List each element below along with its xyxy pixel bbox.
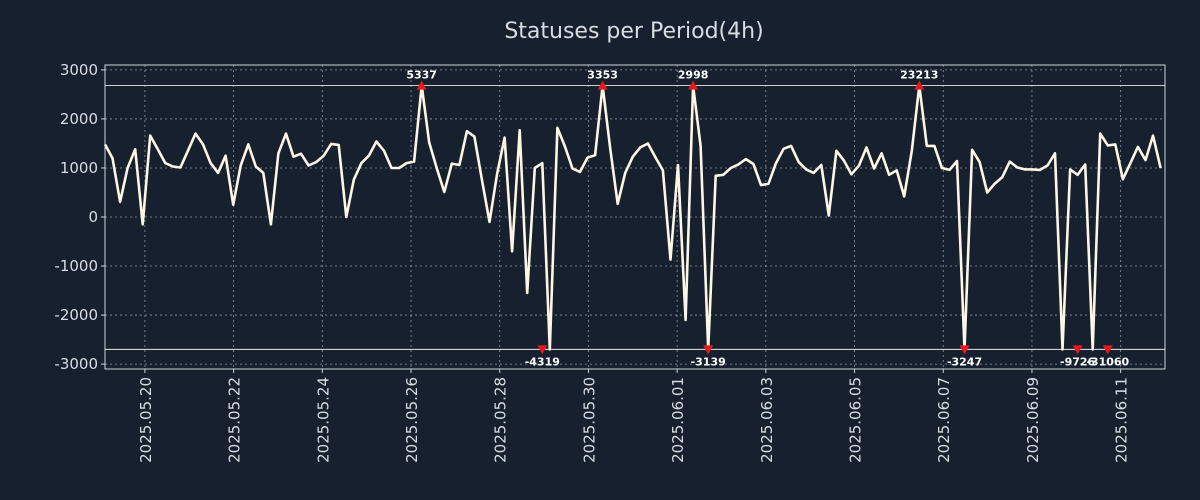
outlier-marker-down — [959, 345, 970, 355]
outlier-marker-down — [703, 345, 714, 355]
outlier-label: 5337 — [406, 69, 437, 82]
outlier-label: -31060 — [1086, 355, 1129, 368]
outlier-marker-up — [688, 80, 699, 90]
x-tick-label: 2025.05.26 — [403, 377, 421, 463]
outlier-label: 2998 — [678, 69, 709, 82]
y-tick-label: -2000 — [54, 306, 98, 324]
chart-title: Statuses per Period(4h) — [504, 19, 763, 44]
x-tick-label: 2025.05.24 — [314, 377, 332, 463]
outlier-marker-down — [1102, 345, 1113, 355]
x-tick-label: 2025.06.05 — [847, 377, 865, 463]
markers — [416, 80, 1113, 355]
outlier-marker-up — [416, 80, 427, 90]
x-tick-label: 2025.05.22 — [226, 377, 244, 463]
series-layer — [103, 84, 1162, 351]
outlier-marker-down — [537, 345, 548, 355]
outlier-label: -3139 — [691, 355, 726, 368]
series-line — [103, 84, 1162, 351]
x-tick-label: 2025.05.28 — [492, 377, 510, 463]
x-tick-label: 2025.06.09 — [1024, 377, 1042, 463]
outlier-label: -9726 — [1060, 355, 1096, 368]
x-tick-label: 2025.06.07 — [935, 377, 953, 463]
y-tick-label: 0 — [88, 208, 98, 226]
outlier-label: -4319 — [525, 355, 560, 368]
clip-lines — [105, 85, 1165, 350]
x-tick-label: 2025.05.30 — [580, 377, 598, 463]
annotations: 5337 3353 2998 23213 -4319 -3139 -3247 -9726-31… — [406, 69, 1129, 369]
outlier-label: -3247 — [947, 355, 982, 368]
grid — [105, 65, 1165, 369]
y-tick-label: 3000 — [60, 61, 98, 79]
outlier-marker-down — [1072, 345, 1083, 355]
axes: 3000 2000 1000 0 -1000 -2000 -3000 2025.05.20 20… — [54, 61, 1130, 463]
outlier-label: 23213 — [900, 69, 938, 82]
y-tick-label: -1000 — [54, 257, 98, 275]
x-tick-label: 2025.06.01 — [669, 377, 687, 463]
y-tick-label: 1000 — [60, 159, 98, 177]
outlier-marker-up — [914, 80, 925, 90]
outlier-marker-up — [597, 80, 608, 90]
y-tick-label: 2000 — [60, 110, 98, 128]
y-tick-label: -3000 — [54, 355, 98, 373]
x-tick-label: 2025.06.11 — [1113, 377, 1131, 463]
x-tick-label: 2025.05.20 — [137, 377, 155, 463]
x-tick-label: 2025.06.03 — [758, 377, 776, 463]
outlier-label: 3353 — [587, 69, 618, 82]
